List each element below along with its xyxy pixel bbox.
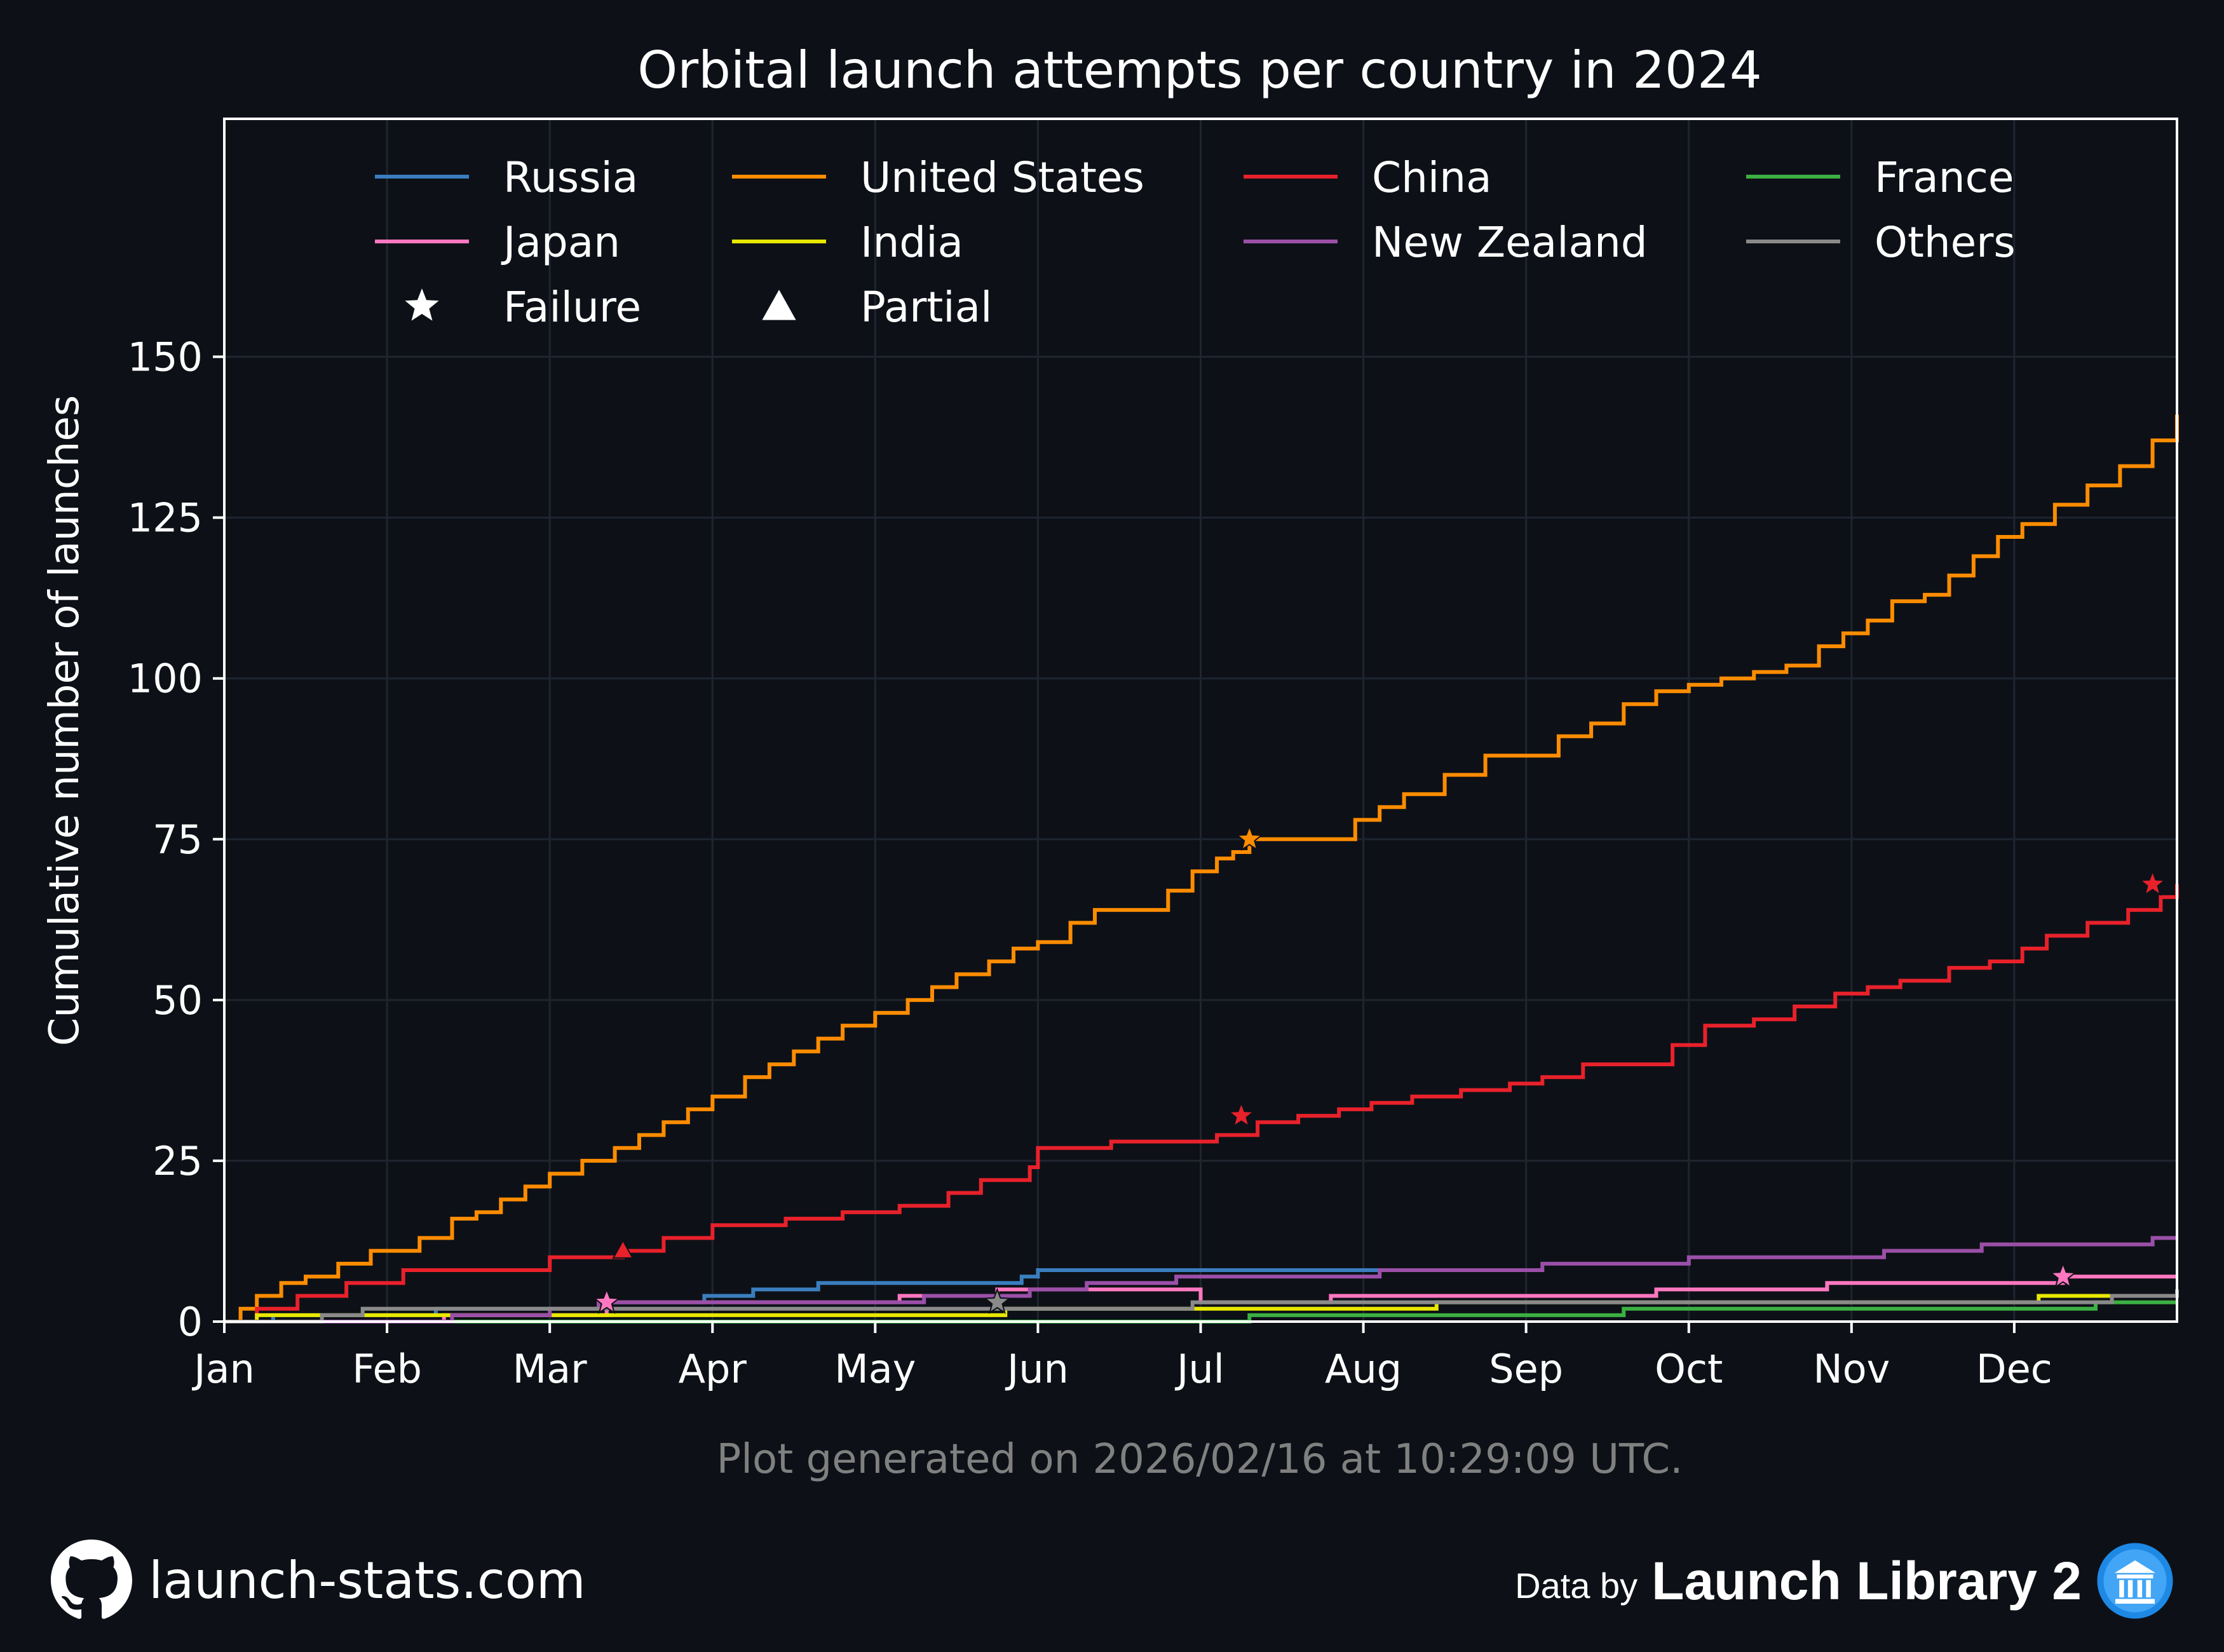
- footer-site[interactable]: launch-stats.com: [51, 1540, 586, 1619]
- legend-item-china: China: [1244, 153, 1492, 202]
- legend-item-russia: Russia: [375, 153, 638, 202]
- x-tick-label: Aug: [1325, 1346, 1402, 1392]
- legend-item-united-states: United States: [732, 153, 1144, 202]
- star-icon: [405, 288, 439, 321]
- failure-marker: [593, 1287, 621, 1315]
- y-tick-label: 0: [178, 1299, 203, 1345]
- series-line-united-states: [224, 414, 2179, 1324]
- y-tick-label: 50: [153, 977, 203, 1024]
- x-tick-label: Sep: [1489, 1346, 1563, 1392]
- failure-marker: [2138, 869, 2167, 897]
- triangle-icon: [762, 290, 796, 320]
- axes-layer: 0 25 50 75 100 125 150 Jan Feb Mar Apr May Jun Jul Aug…: [128, 334, 2052, 1392]
- series-line-china: [224, 884, 2179, 1324]
- x-tick-label: May: [834, 1346, 916, 1392]
- x-tick-label: Dec: [1976, 1346, 2052, 1392]
- x-tick-label: Jan: [191, 1346, 255, 1392]
- failure-marker: [983, 1287, 1012, 1315]
- y-axis-label: Cumulative number of launches: [41, 395, 88, 1046]
- legend-label: Partial: [860, 283, 992, 332]
- grid: [223, 119, 2177, 1323]
- failure-marker: [1235, 824, 1263, 851]
- x-tick-label: Apr: [679, 1346, 747, 1392]
- failure-marker: [2049, 1262, 2077, 1289]
- legend-item-france: France: [1746, 153, 2014, 202]
- legend-label: Others: [1875, 218, 2016, 267]
- legend-label: China: [1372, 153, 1492, 202]
- github-icon: [51, 1540, 132, 1619]
- plot-annotation: Plot generated on 2026/02/16 at 10:29:09…: [717, 1436, 1683, 1483]
- legend-item-india: India: [732, 218, 963, 267]
- legend-label: Russia: [503, 153, 638, 202]
- site-link[interactable]: launch-stats.com: [149, 1550, 586, 1610]
- legend-label: United States: [860, 153, 1144, 202]
- partial-marker: [612, 1239, 634, 1259]
- legend-label: India: [860, 218, 963, 267]
- data-by-label: Data by: [1515, 1565, 1638, 1606]
- legend-item-partial: Partial: [762, 283, 992, 332]
- legend-label: Japan: [501, 218, 620, 267]
- legend-item-japan: Japan: [375, 218, 620, 267]
- x-tick-label: Mar: [513, 1346, 587, 1392]
- legend-label: France: [1875, 153, 2014, 202]
- legend: Russia United States China France Japan India…: [375, 153, 2016, 332]
- legend-item-others: Others: [1746, 218, 2016, 267]
- legend-label: Failure: [503, 283, 641, 332]
- y-tick-label: 25: [153, 1138, 203, 1184]
- series-line-others: [224, 1289, 2179, 1324]
- legend-label: New Zealand: [1372, 218, 1648, 267]
- footer-data-credit: Data by Launch Library 2: [1515, 1543, 2174, 1619]
- x-tick-label: Jul: [1174, 1346, 1224, 1392]
- y-tick-label: 75: [153, 816, 203, 863]
- x-tick-label: Nov: [1813, 1346, 1890, 1392]
- library-building-icon: [2097, 1543, 2173, 1619]
- legend-item-new-zealand: New Zealand: [1244, 218, 1648, 267]
- x-tick-label: Oct: [1655, 1346, 1723, 1392]
- y-tick-label: 150: [128, 334, 203, 381]
- launch-library-name[interactable]: Launch Library 2: [1651, 1550, 2082, 1611]
- x-tick-label: Feb: [352, 1346, 422, 1392]
- x-tick-label: Jun: [1005, 1346, 1069, 1392]
- failure-marker: [1227, 1101, 1256, 1128]
- legend-item-failure: Failure: [405, 283, 641, 332]
- chart-title: Orbital launch attempts per country in 2…: [637, 41, 1762, 100]
- series-layer: [224, 414, 2179, 1324]
- y-tick-label: 100: [128, 656, 203, 702]
- y-tick-label: 125: [128, 495, 203, 541]
- marker-layer: [593, 824, 2167, 1315]
